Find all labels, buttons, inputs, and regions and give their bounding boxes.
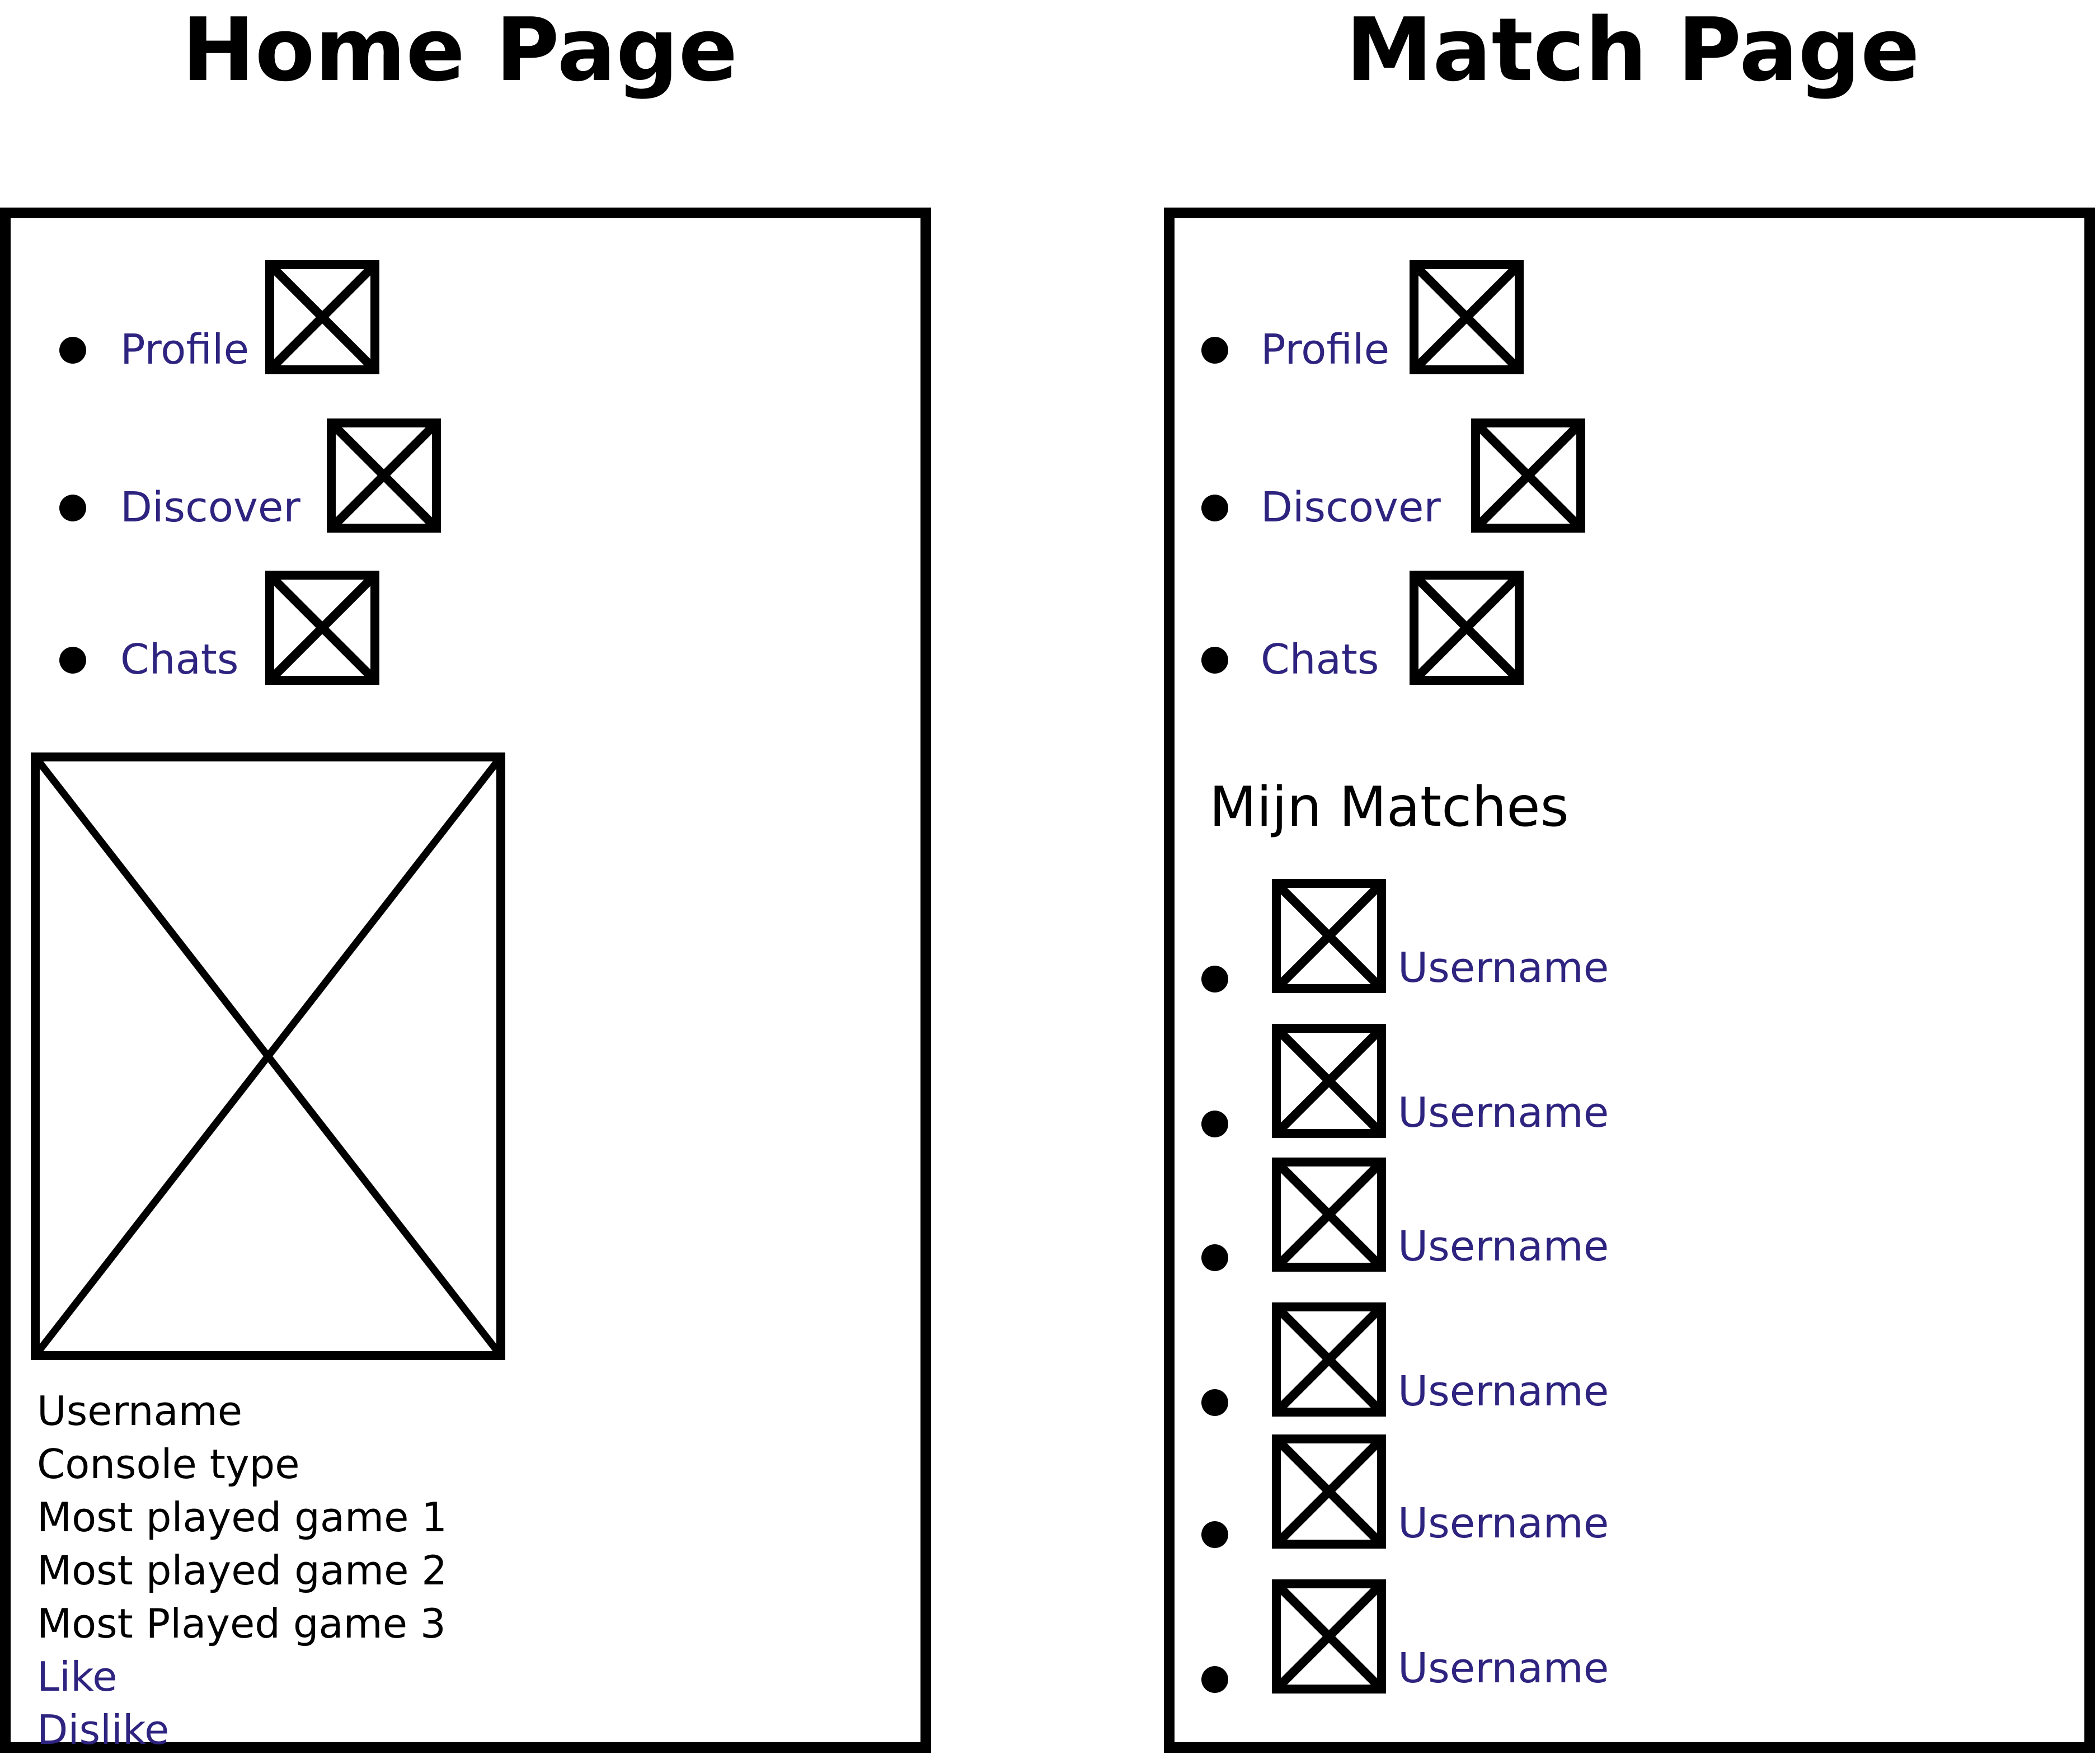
bullet <box>59 495 86 521</box>
bullet <box>1201 337 1228 364</box>
avatar-placeholder-icon <box>1272 879 1386 993</box>
match-username-link[interactable]: Username <box>1398 1222 1609 1271</box>
image-placeholder-icon <box>265 260 379 374</box>
home-nav-chats-link[interactable]: Chats <box>120 636 239 684</box>
bullet <box>1201 647 1228 674</box>
image-placeholder-icon <box>327 418 441 533</box>
match-username-link[interactable]: Username <box>1398 1367 1609 1415</box>
like-link[interactable]: Like <box>37 1653 118 1700</box>
home-nav-profile-link[interactable]: Profile <box>120 326 250 374</box>
profile-username: Username <box>37 1387 243 1434</box>
bullet <box>1201 1244 1228 1271</box>
match-username-link[interactable]: Username <box>1398 1089 1609 1137</box>
match-username-link[interactable]: Username <box>1398 1644 1609 1692</box>
match-page-frame: Profile Discover Chats Mijn Matches <box>1164 208 2095 1753</box>
bullet <box>1201 1666 1228 1693</box>
image-placeholder-icon <box>1410 260 1524 374</box>
home-page-frame: Profile Discover Chats Usernam <box>0 208 931 1753</box>
dislike-link[interactable]: Dislike <box>37 1706 170 1753</box>
avatar-placeholder-icon <box>1272 1158 1386 1272</box>
matches-heading: Mijn Matches <box>1209 775 1569 839</box>
home-page-title: Home Page <box>182 0 738 101</box>
profile-game-2: Most played game 2 <box>37 1547 448 1594</box>
avatar-placeholder-icon <box>1272 1579 1386 1694</box>
match-nav-profile-link[interactable]: Profile <box>1261 326 1390 374</box>
match-page-title: Match Page <box>1346 0 1920 101</box>
bullet <box>59 647 86 674</box>
bullet <box>1201 1389 1228 1416</box>
bullet <box>1201 1521 1228 1548</box>
image-placeholder-icon <box>265 571 379 685</box>
profile-game-1: Most played game 1 <box>37 1494 448 1541</box>
profile-image-placeholder <box>31 752 505 1360</box>
image-placeholder-icon <box>1410 571 1524 685</box>
match-username-link[interactable]: Username <box>1398 1499 1609 1547</box>
profile-game-3: Most Played game 3 <box>37 1600 446 1647</box>
bullet <box>1201 495 1228 521</box>
avatar-placeholder-icon <box>1272 1302 1386 1417</box>
match-username-link[interactable]: Username <box>1398 944 1609 992</box>
match-nav-discover-link[interactable]: Discover <box>1261 483 1441 531</box>
image-placeholder-icon <box>1471 418 1585 533</box>
home-nav-discover-link[interactable]: Discover <box>120 483 300 531</box>
bullet <box>59 337 86 364</box>
match-nav-chats-link[interactable]: Chats <box>1261 636 1379 684</box>
profile-console-type: Console type <box>37 1441 300 1488</box>
avatar-placeholder-icon <box>1272 1434 1386 1549</box>
bullet <box>1201 966 1228 992</box>
avatar-placeholder-icon <box>1272 1024 1386 1138</box>
bullet <box>1201 1111 1228 1137</box>
